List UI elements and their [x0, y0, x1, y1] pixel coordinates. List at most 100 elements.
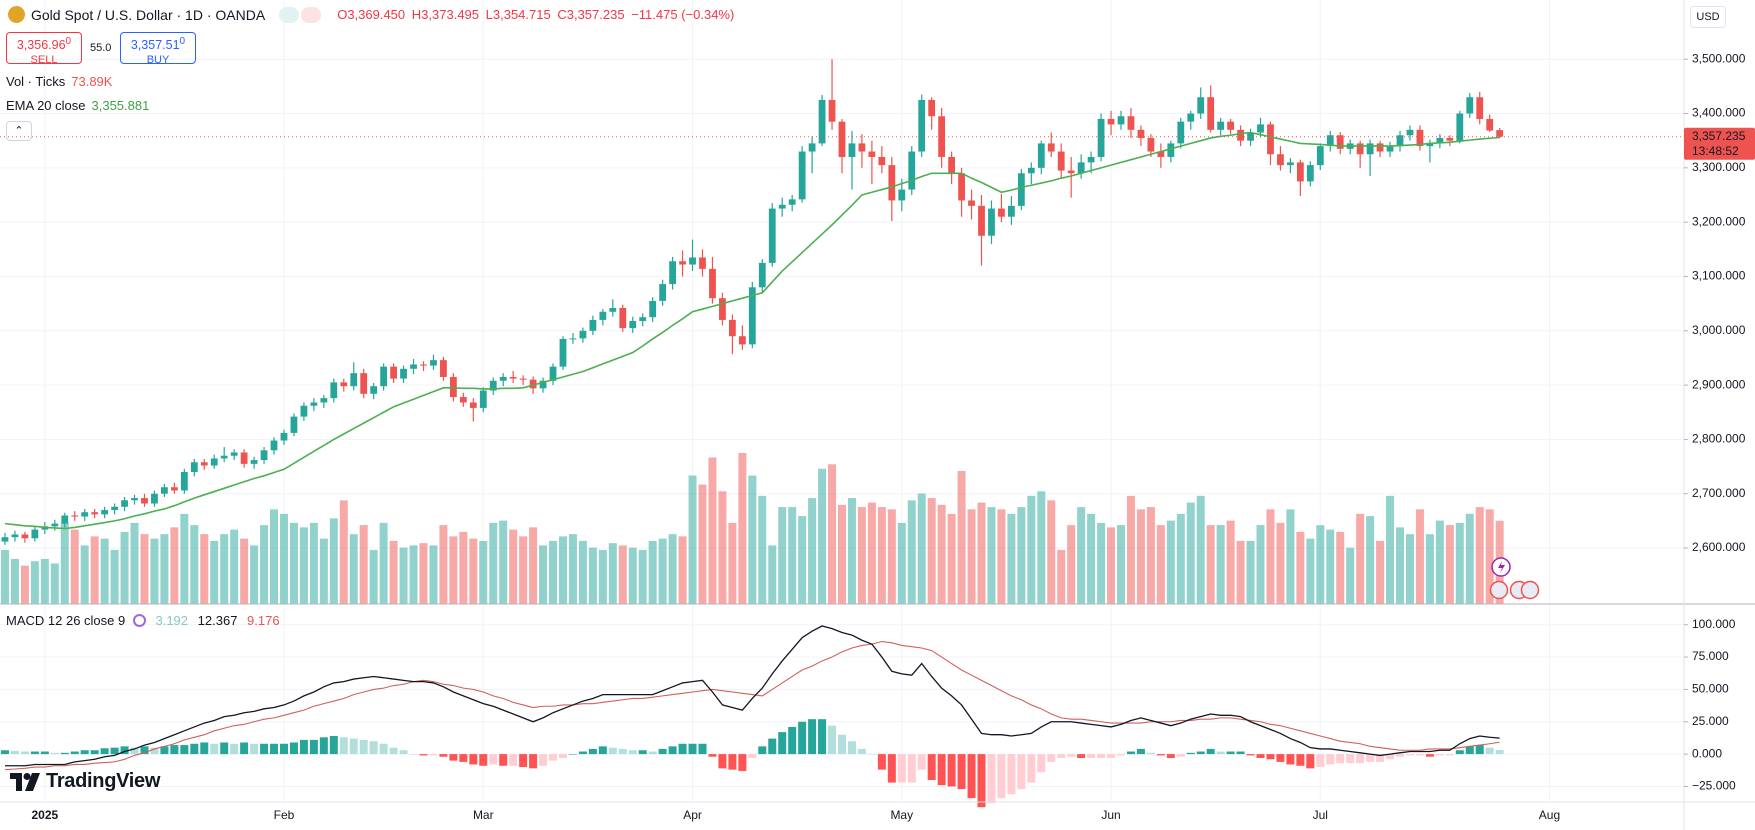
- brand-mark: [10, 772, 40, 791]
- candle-body: [1007, 205, 1015, 217]
- histogram-bar: [1246, 754, 1255, 756]
- volume-bar: [1286, 509, 1295, 604]
- candle-body: [1047, 143, 1055, 152]
- ema-legend[interactable]: EMA 20 close 3,355.881: [6, 98, 149, 113]
- volume-bar: [1226, 520, 1235, 604]
- histogram-bar: [1286, 754, 1295, 765]
- volume-bar: [1166, 520, 1175, 604]
- macd-title: MACD 12 26 close 9: [6, 613, 126, 628]
- histogram-bar: [1256, 754, 1265, 758]
- histogram-bar: [1007, 754, 1016, 795]
- volume-bar: [20, 565, 29, 604]
- sell-button[interactable]: 3,356.960 SELL: [6, 32, 82, 66]
- histogram-bar: [379, 743, 388, 755]
- candle-body: [1396, 135, 1404, 147]
- volume-bar: [1037, 491, 1046, 604]
- histogram-bar: [1425, 754, 1434, 757]
- histogram-bar: [1156, 754, 1165, 756]
- status-pill[interactable]: [279, 6, 322, 23]
- volume-bar: [519, 536, 528, 604]
- candle-body: [81, 512, 89, 517]
- volume-bar: [588, 547, 597, 604]
- candle-body: [380, 366, 388, 387]
- candle-body: [758, 262, 766, 288]
- histogram-bar: [1336, 754, 1345, 764]
- event-icon: [1498, 561, 1505, 573]
- histogram-bar: [160, 746, 169, 755]
- candle-body: [719, 298, 726, 320]
- buy-price-tail: 0: [179, 36, 186, 47]
- histogram-bar: [240, 742, 249, 755]
- y-tick-label: 2,900.000: [1692, 377, 1746, 391]
- macd-legend[interactable]: MACD 12 26 close 9 3.192 12.367 9.176: [6, 613, 280, 628]
- candle-body: [589, 319, 597, 331]
- currency-button[interactable]: USD: [1690, 6, 1726, 28]
- collapse-button[interactable]: ⌃: [6, 121, 32, 141]
- volume-bar: [1017, 507, 1026, 604]
- histogram-bar: [608, 747, 617, 755]
- signal-line: [4, 640, 1500, 771]
- volume-bar: [130, 522, 139, 604]
- histogram-bar: [30, 751, 39, 755]
- volume-bar: [70, 529, 79, 604]
- change-value: −11.475 (−0.34%): [631, 7, 735, 22]
- histogram-bar: [618, 748, 627, 755]
- histogram-bar: [469, 754, 478, 765]
- candle-body: [1277, 154, 1284, 166]
- histogram-bar: [967, 754, 976, 799]
- candle-body: [170, 487, 178, 491]
- candle-body: [151, 493, 158, 504]
- candle-body: [659, 284, 667, 301]
- candle-body: [1237, 129, 1244, 141]
- candle-body: [1197, 97, 1205, 114]
- histogram-bar: [1396, 754, 1405, 757]
- low-label: L: [485, 7, 493, 22]
- candle-body: [848, 143, 856, 157]
- histogram-bar: [1196, 751, 1205, 755]
- histogram-bar: [150, 747, 159, 755]
- candle-body: [898, 189, 906, 201]
- histogram-bar: [90, 750, 99, 755]
- volume-bar: [1445, 525, 1454, 604]
- volume-bar: [1316, 525, 1325, 604]
- candle-body: [1, 537, 9, 542]
- volume-bar: [867, 502, 876, 604]
- volume-bar: [1306, 538, 1315, 604]
- y-tick-label: 3,200.000: [1692, 214, 1746, 228]
- y-tick-label: 2,600.000: [1692, 540, 1746, 554]
- candle-body: [71, 515, 79, 517]
- volume-bar: [828, 464, 837, 604]
- candle-body: [61, 515, 69, 524]
- histogram-bar: [20, 751, 29, 755]
- histogram-bar: [190, 743, 199, 755]
- histogram-bar: [728, 754, 737, 770]
- candle-body: [330, 382, 338, 399]
- volume-bar: [897, 522, 906, 604]
- volume-bar: [1366, 516, 1375, 604]
- volume-bar: [250, 545, 259, 604]
- histogram-bar: [708, 754, 717, 757]
- candle-body: [978, 205, 985, 236]
- symbol-title: Gold Spot / U.S. Dollar · 1D · OANDA: [31, 6, 266, 23]
- volume-bar: [1455, 522, 1464, 604]
- histogram-bar: [1445, 754, 1454, 756]
- volume-bar: [648, 540, 657, 604]
- histogram-bar: [1057, 754, 1066, 758]
- candle-body: [908, 151, 916, 190]
- volume-bar: [1256, 525, 1265, 604]
- volume-bar: [578, 540, 587, 604]
- histogram-bar: [110, 747, 119, 755]
- x-tick-label: Jun: [1101, 808, 1120, 822]
- volume-bar: [529, 527, 538, 604]
- candle-body: [918, 99, 926, 152]
- histogram-bar: [857, 748, 866, 755]
- buy-button[interactable]: 3,357.510 BUY: [120, 32, 196, 66]
- x-tick-label: 2025: [31, 808, 58, 822]
- volume-bar: [788, 507, 797, 604]
- candle-body: [1446, 137, 1454, 141]
- candle-body: [699, 257, 706, 269]
- histogram-bar: [1067, 754, 1076, 757]
- histogram-bar: [1306, 754, 1315, 769]
- volume-legend[interactable]: Vol · Ticks 73.89K: [6, 74, 112, 89]
- volume-bar: [1435, 520, 1444, 604]
